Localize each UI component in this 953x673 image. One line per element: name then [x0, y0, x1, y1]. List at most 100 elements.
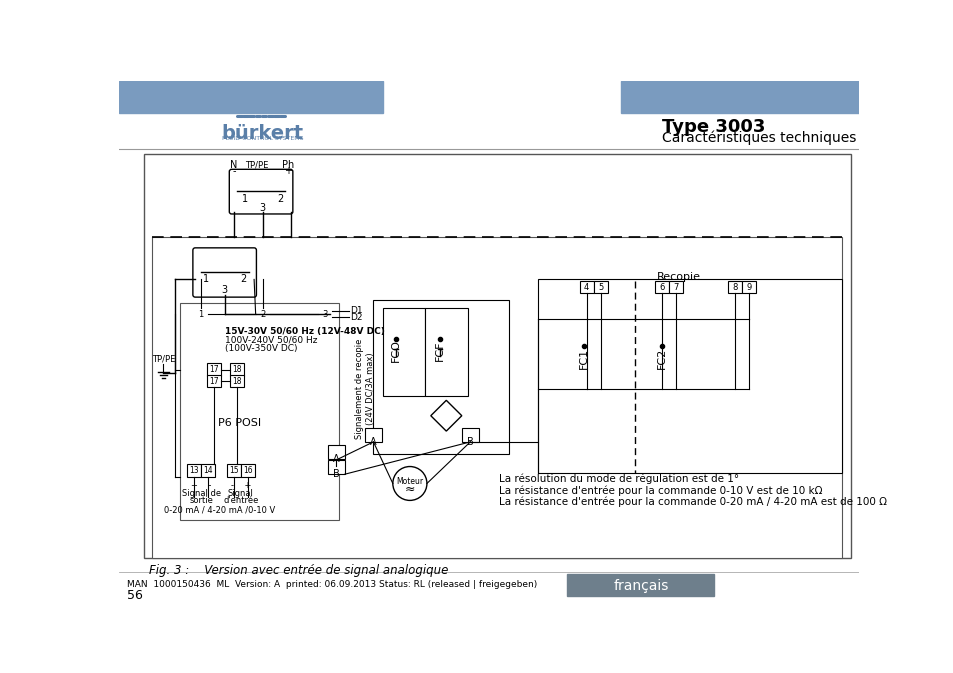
Text: 6: 6 [659, 283, 663, 291]
Bar [328, 445, 344, 459]
Text: 3: 3 [259, 203, 265, 213]
Text: La résistance d'entrée pour la commande 0-10 V est de 10 kΩ: La résistance d'entrée pour la commande … [498, 485, 821, 495]
Bar [365, 428, 381, 442]
Polygon shape [431, 400, 461, 431]
Bar [537, 279, 841, 474]
Text: 15V-30V 50/60 Hz (12V-48V DC): 15V-30V 50/60 Hz (12V-48V DC) [225, 327, 385, 336]
Text: Signal de: Signal de [182, 489, 221, 498]
Text: +: + [284, 166, 292, 176]
Bar [593, 281, 607, 293]
Text: 14: 14 [203, 466, 213, 475]
Bar [668, 281, 682, 293]
Bar [567, 574, 714, 596]
Text: 0-20 mA / 4-20 mA /0-10 V: 0-20 mA / 4-20 mA /0-10 V [164, 505, 275, 514]
Bar [728, 281, 741, 293]
Text: FLUID CONTROL SYSTEMS: FLUID CONTROL SYSTEMS [222, 136, 303, 141]
Text: 18: 18 [233, 365, 241, 374]
Text: sortie: sortie [190, 496, 213, 505]
Bar [241, 464, 254, 476]
Text: B: B [466, 437, 474, 447]
Bar [255, 308, 270, 320]
Text: 16: 16 [243, 466, 253, 475]
Text: 17: 17 [209, 365, 218, 374]
Text: 18: 18 [233, 377, 241, 386]
Text: Ph: Ph [282, 160, 294, 170]
Circle shape [393, 466, 427, 501]
Text: -: - [232, 166, 235, 176]
Text: D1: D1 [350, 306, 362, 316]
Text: 13: 13 [190, 466, 199, 475]
Text: Signalement de recopie
(24V DC/3A max): Signalement de recopie (24V DC/3A max) [355, 339, 375, 439]
Text: 1: 1 [198, 310, 203, 318]
Text: A: A [333, 454, 339, 464]
Bar [461, 428, 478, 442]
Text: TP/PE: TP/PE [152, 355, 175, 364]
Bar [328, 460, 344, 474]
Bar [187, 464, 201, 476]
Bar [201, 464, 215, 476]
Text: Moteur: Moteur [395, 477, 423, 487]
Text: La résolution du mode de régulation est de 1°: La résolution du mode de régulation est … [498, 474, 739, 484]
Text: FC1: FC1 [578, 347, 589, 369]
Bar [579, 281, 593, 293]
Bar [654, 281, 668, 293]
Text: 15: 15 [229, 466, 238, 475]
FancyBboxPatch shape [229, 170, 293, 214]
Bar [207, 375, 220, 387]
Bar [230, 363, 244, 376]
Bar [620, 81, 858, 113]
Text: 5: 5 [598, 283, 602, 291]
Text: ≈: ≈ [404, 483, 415, 495]
Bar [207, 363, 220, 376]
Text: 8: 8 [732, 283, 738, 291]
Bar [317, 308, 332, 320]
Text: B: B [333, 469, 339, 479]
Text: Recopie: Recopie [656, 272, 700, 282]
Text: TP/PE: TP/PE [245, 160, 269, 169]
Text: -    +: - + [231, 481, 251, 490]
Text: Signal: Signal [228, 489, 253, 498]
Text: 56: 56 [127, 589, 143, 602]
Text: (100V-350V DC): (100V-350V DC) [225, 344, 297, 353]
Text: 17: 17 [209, 377, 218, 386]
Text: 3: 3 [321, 310, 327, 318]
Text: 3: 3 [221, 285, 228, 295]
Bar [227, 464, 241, 476]
Bar [193, 308, 208, 320]
Text: P6 POSI: P6 POSI [217, 419, 261, 429]
Bar [152, 237, 841, 558]
Text: FCF: FCF [435, 340, 445, 361]
Text: Type 3003: Type 3003 [661, 118, 764, 136]
Bar [741, 281, 756, 293]
Text: bürkert: bürkert [221, 124, 303, 143]
Text: français: français [613, 579, 668, 593]
Bar [382, 308, 425, 396]
Text: 2: 2 [260, 310, 265, 318]
Text: N: N [230, 160, 237, 170]
Text: Fig. 3 :    Version avec entrée de signal analogique: Fig. 3 : Version avec entrée de signal a… [149, 563, 448, 577]
Text: D2: D2 [350, 313, 362, 322]
Bar [144, 154, 850, 558]
Text: 100V-240V 50/60 Hz: 100V-240V 50/60 Hz [225, 336, 317, 345]
Text: 4: 4 [583, 283, 589, 291]
Bar [425, 308, 468, 396]
Bar [179, 303, 338, 520]
Bar [230, 375, 244, 387]
Text: 7: 7 [672, 283, 678, 291]
Text: FCO: FCO [391, 339, 400, 361]
Text: FC2: FC2 [656, 347, 666, 369]
Text: +    -: + - [191, 481, 212, 490]
Text: A: A [370, 437, 376, 447]
Text: 9: 9 [746, 283, 751, 291]
Text: 2: 2 [240, 275, 246, 285]
Text: La résistance d'entrée pour la commande 0-20 mA / 4-20 mA est de 100 Ω: La résistance d'entrée pour la commande … [498, 497, 886, 507]
Text: d'entrée: d'entrée [223, 496, 258, 505]
Text: Caractéristiques techniques: Caractéristiques techniques [661, 130, 855, 145]
Text: 1: 1 [241, 194, 248, 203]
Text: 1: 1 [203, 275, 209, 285]
Text: 2: 2 [277, 194, 283, 203]
Text: MAN  1000150436  ML  Version: A  printed: 06.09.2013 Status: RL (released | frei: MAN 1000150436 ML Version: A printed: 06… [127, 579, 537, 589]
Bar [119, 81, 382, 113]
FancyBboxPatch shape [193, 248, 256, 297]
Bar [373, 300, 509, 454]
